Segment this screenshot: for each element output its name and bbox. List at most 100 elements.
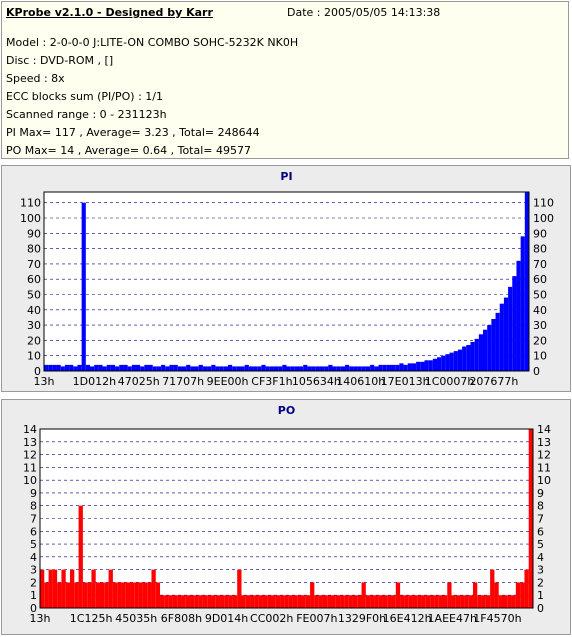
y-tick-label-right: 20 [533,334,547,347]
data-bar [407,363,412,371]
data-bar [185,595,191,608]
data-bar [421,595,426,608]
data-bar [420,361,425,371]
data-bar [331,595,336,608]
y-tick-label-left: 70 [27,258,41,271]
data-bar [357,595,362,608]
y-tick-label-left: 14 [23,423,37,436]
data-bar [241,595,246,608]
data-bar [181,595,186,608]
data-bar [478,334,484,371]
data-bar [284,595,289,608]
data-bar [301,595,306,608]
data-bar [70,569,75,608]
y-tick-label-right: 0 [533,365,540,378]
data-bar [151,569,156,608]
data-bar [340,366,346,371]
data-bar [412,595,418,608]
data-bar [417,595,422,608]
model-line: Model : 2-0-0-0 J:LITE-ON COMBO SOHC-523… [6,36,299,49]
data-bar [85,364,90,371]
data-bar [161,364,166,371]
data-bar [73,366,78,371]
y-tick-label-right: 5 [537,538,544,551]
data-bar [168,595,173,608]
x-tick-label: 1329F0h [338,612,386,625]
data-bar [215,595,221,608]
data-bar [198,364,203,371]
data-bar [102,366,107,371]
data-bar [508,286,513,371]
data-bar [511,595,516,608]
data-bar [121,582,126,608]
data-bar [280,595,285,608]
data-bar [254,595,259,608]
data-bar [267,595,272,608]
po-stats-line: PO Max= 14 , Average= 0.64 , Total= 4957… [6,144,251,157]
data-bar [374,366,379,371]
data-bar [494,582,499,608]
y-tick-label-right: 7 [537,513,544,526]
data-bar [112,582,118,608]
data-bar [232,366,237,371]
y-tick-label-left: 1 [30,589,37,602]
data-bar [152,366,157,371]
data-bar [490,569,495,608]
data-bar [408,595,413,608]
data-bar [335,595,341,608]
data-bar [130,582,135,608]
data-bar [100,582,105,608]
y-tick-label-right: 11 [537,461,551,474]
data-bar [310,582,315,608]
data-bar [353,366,358,371]
y-tick-label-right: 70 [533,258,547,271]
y-tick-label-right: 9 [537,487,544,500]
data-bar [432,358,438,371]
data-bar [89,366,95,371]
data-bar [499,303,504,371]
data-bar [357,366,362,371]
data-bar [391,595,396,608]
data-bar [297,595,302,608]
data-bar [361,366,366,371]
data-bar [119,364,124,371]
x-tick-label: 9EE00h [207,375,249,388]
data-bar [457,349,463,371]
data-bar [451,595,456,608]
data-bar [248,366,254,371]
x-tick-label: 1D012h [73,375,116,388]
data-bar [232,595,238,608]
data-bar [177,366,182,371]
data-bar [44,582,49,608]
data-bar [61,569,66,608]
plot-frame [43,191,530,372]
data-bar [498,595,503,608]
y-tick-label-right: 60 [533,273,547,286]
pi-stats-line: PI Max= 117 , Average= 3.23 , Total= 248… [6,126,260,139]
data-bar [524,569,529,608]
data-bar [77,364,82,371]
data-bar [240,366,245,371]
data-bar [173,364,178,371]
data-bar [60,366,65,371]
data-bar [131,364,136,371]
data-bar [352,595,358,608]
data-bar [430,595,435,608]
data-bar [515,582,521,608]
y-tick-label-left: 40 [27,304,41,317]
y-tick-label-left: 80 [27,243,41,256]
data-bar [202,366,208,371]
data-bar [502,595,508,608]
data-bar [57,582,62,608]
data-bar [386,364,392,371]
data-bar [378,595,383,608]
data-bar [299,366,304,371]
data-bar [104,582,109,608]
data-bar [144,364,149,371]
data-bar [108,569,113,608]
data-bar [215,366,220,371]
data-bar [311,366,316,371]
y-tick-label-left: 100 [20,212,41,225]
data-bar [186,364,191,371]
data-bar [391,364,396,371]
